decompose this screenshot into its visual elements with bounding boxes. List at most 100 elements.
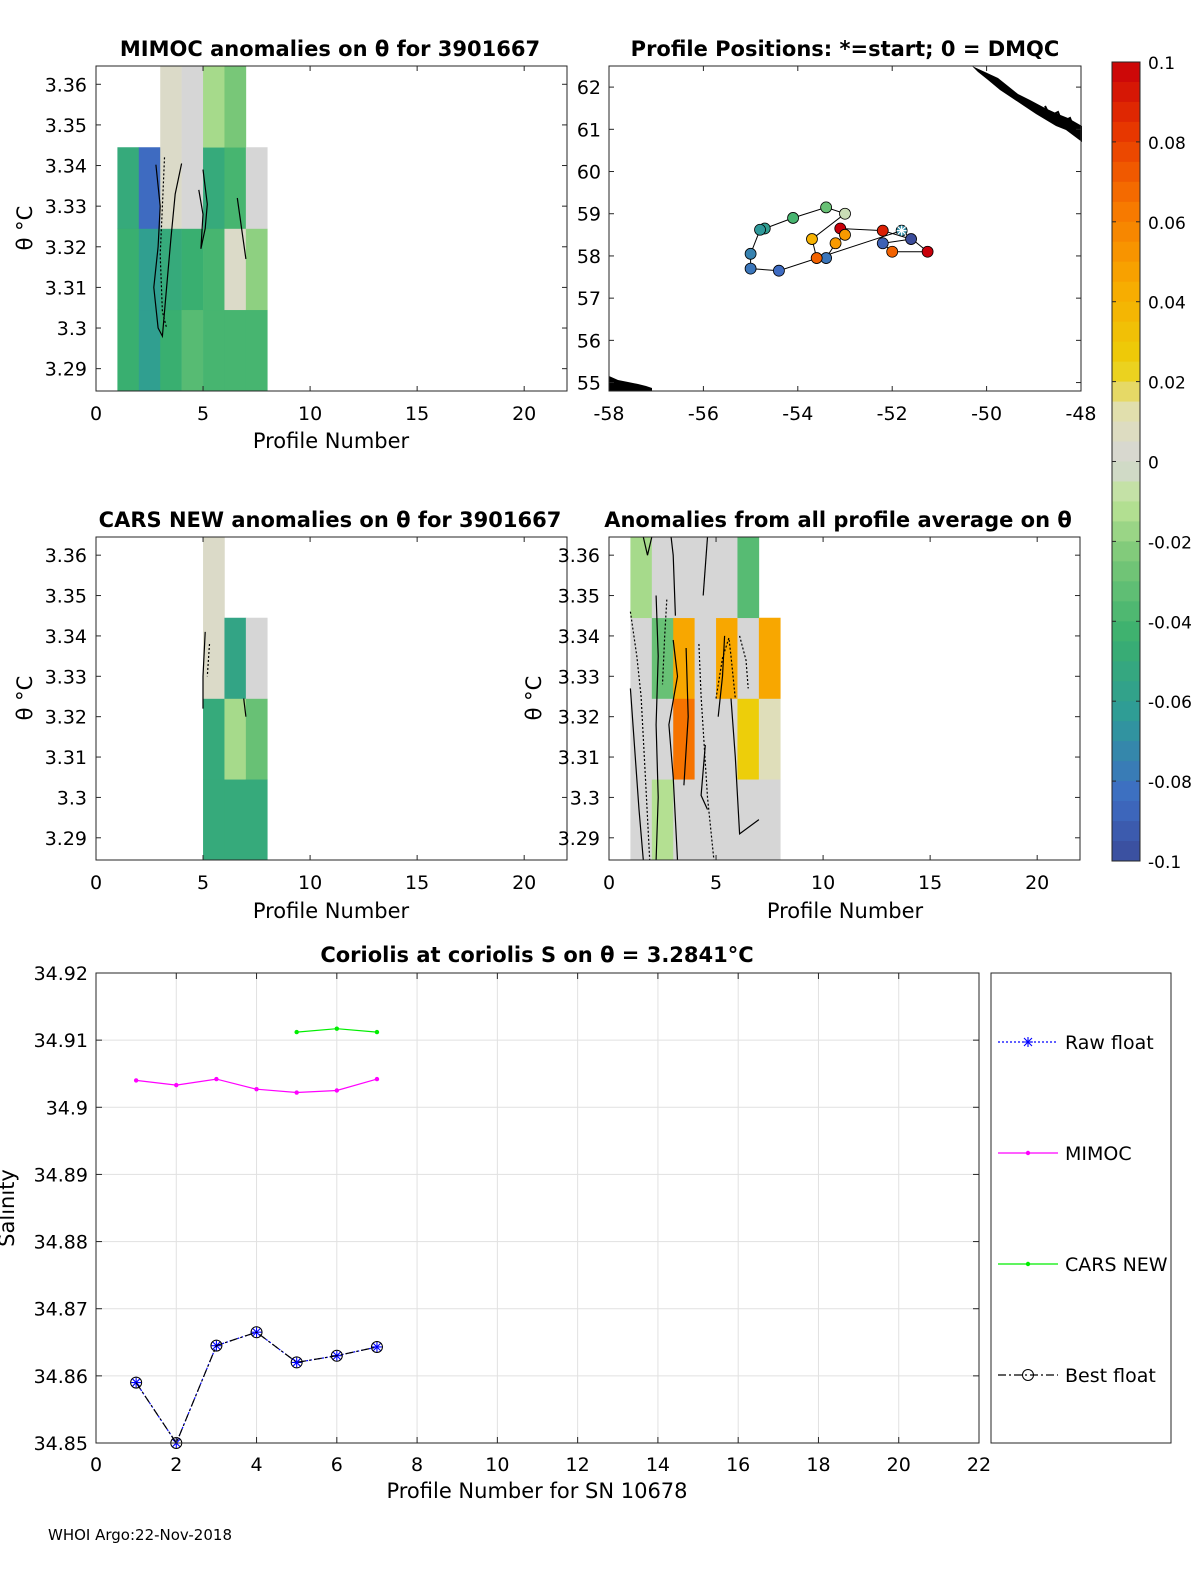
mimoc-panel-title: MIMOC anomalies on θ for 3901667 — [120, 37, 540, 61]
contour-line — [153, 163, 183, 339]
colorbar-step — [1112, 501, 1140, 522]
positions-axes-box — [608, 65, 1082, 392]
y-tick-label: 61 — [577, 119, 601, 141]
heatmap-cell — [138, 147, 161, 229]
colorbar-gradient — [1112, 62, 1140, 862]
cars-heatmap-cells — [203, 537, 268, 861]
colorbar-tick-label: 0.02 — [1148, 374, 1186, 394]
contour-line — [655, 595, 659, 861]
colorbar-step — [1112, 821, 1140, 842]
data-point — [290, 1356, 303, 1369]
x-tick-label: 20 — [887, 1454, 911, 1476]
heatmap-cell — [181, 66, 204, 148]
colorbar-step — [1112, 401, 1140, 423]
x-tick-label: 8 — [411, 1454, 423, 1476]
colorbar-step — [1112, 221, 1140, 243]
heatmap-cell — [117, 228, 140, 311]
x-tick-label: 15 — [405, 872, 429, 894]
heatmap-cell — [117, 147, 140, 229]
y-tick-label: 3.31 — [45, 277, 87, 299]
contour-line — [717, 635, 726, 717]
heatmap-cell — [203, 66, 225, 148]
colorbar-step — [1112, 801, 1140, 822]
heatmap-cell — [673, 698, 695, 780]
cars-x-ticks: 0 5 10 15 20 — [90, 537, 536, 894]
positions-y-ticks: 62 61 60 59 58 57 56 55 — [577, 77, 1081, 395]
y-tick-label: 3.29 — [45, 828, 87, 850]
x-tick-label: -48 — [1065, 403, 1096, 425]
heatmap-cell — [224, 309, 247, 392]
contour-line — [198, 169, 208, 249]
all-average-x-ticks: 0 5 10 15 20 — [603, 537, 1049, 894]
colorbar-step — [1112, 141, 1140, 163]
colorbar: 0.1 0.08 0.06 0.04 0.02 0 -0.02 -0.04 -0.06 -0.08… — [1111, 54, 1192, 873]
heatmap-cell — [673, 617, 695, 699]
x-tick-label: 18 — [806, 1454, 830, 1476]
contour-line — [668, 639, 679, 861]
y-tick-label: 57 — [577, 288, 601, 310]
contour-line — [642, 536, 653, 556]
data-point — [334, 1088, 340, 1093]
all-average-panel-title: Anomalies from all profile average on θ — [604, 508, 1072, 532]
heatmap-cell — [160, 66, 182, 148]
legend-marker-icon — [1025, 1261, 1031, 1267]
profile-position-marker — [773, 264, 785, 277]
cars-y-label: θ °C — [13, 676, 37, 721]
legend-entry: Raw float — [998, 1032, 1154, 1054]
y-tick-label: 3.32 — [558, 707, 600, 729]
heatmap-cell — [224, 147, 247, 229]
colorbar-step — [1112, 62, 1140, 83]
data-point — [133, 1078, 139, 1083]
y-tick-label: 3.36 — [45, 545, 87, 567]
colorbar-step — [1112, 461, 1140, 482]
heatmap-cell — [737, 779, 760, 861]
greenland-coast-detail — [1044, 105, 1075, 129]
heatmap-cell — [651, 617, 674, 699]
colorbar-step — [1112, 281, 1140, 303]
heatmap-cell — [694, 698, 717, 780]
legend-entry: CARS NEW — [998, 1254, 1168, 1276]
cars-axes-box — [95, 536, 568, 861]
heatmap-cell — [138, 228, 161, 311]
y-tick-label: 34.86 — [34, 1366, 88, 1388]
heatmap-cell — [203, 228, 225, 311]
legend-label: Raw float — [1065, 1032, 1154, 1054]
colorbar-step — [1112, 161, 1140, 183]
colorbar-step — [1112, 781, 1140, 802]
colorbar-tick-label: 0.08 — [1148, 134, 1186, 154]
y-tick-label: 3.31 — [45, 747, 87, 769]
contour-line — [698, 643, 715, 861]
contour-line — [202, 631, 206, 709]
colorbar-tick-label: 0.04 — [1148, 294, 1186, 314]
colorbar-tick-label: 0.06 — [1148, 214, 1186, 234]
profile-position-marker — [787, 212, 799, 224]
profile-position-marker — [886, 245, 899, 258]
heatmap-cell — [203, 779, 225, 861]
all-average-y-ticks: 3.36 3.35 3.34 3.33 3.32 3.31 3.3 3.29 — [558, 545, 1080, 850]
x-tick-label: 20 — [512, 403, 536, 425]
contour-line — [683, 647, 689, 786]
x-tick-label: 5 — [197, 403, 209, 425]
salinity-x-label: Profile Number for SN 10678 — [386, 1479, 687, 1503]
colorbar-step — [1112, 201, 1140, 223]
colorbar-step — [1112, 81, 1140, 103]
colorbar-step — [1112, 561, 1140, 582]
colorbar-tick-label: 0 — [1148, 454, 1159, 474]
start-star-icon — [896, 225, 907, 236]
heatmap-cell — [245, 779, 268, 861]
heatmap-cell — [737, 698, 760, 780]
heatmap-cell — [245, 309, 268, 392]
cars-panel-title: CARS NEW anomalies on θ for 3901667 — [99, 508, 562, 532]
contour-line — [236, 197, 247, 260]
colorbar-step — [1112, 441, 1140, 462]
profile-position-marker — [876, 224, 889, 237]
heatmap-cell — [716, 779, 738, 861]
profile-position-marker — [820, 201, 833, 214]
x-tick-label: 4 — [250, 1454, 262, 1476]
legend-marker-icon — [1025, 1150, 1031, 1156]
data-point — [334, 1026, 340, 1031]
contour-line — [702, 536, 709, 596]
legend-marker-icon — [1023, 1037, 1033, 1047]
profile-position-marker — [876, 237, 889, 250]
salinity-x-ticks: 0 2 4 6 8 10 12 14 16 18 20 22 — [90, 973, 991, 1476]
